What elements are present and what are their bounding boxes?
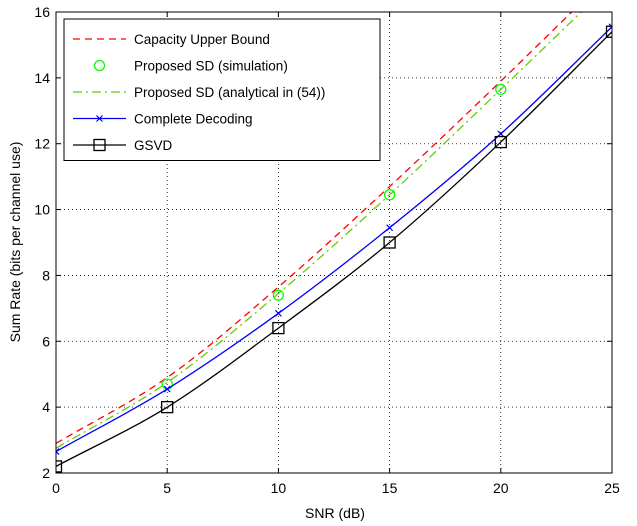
data-point: [274, 309, 282, 317]
y-axis-label: Sum Rate (bits per channel use): [7, 142, 23, 343]
data-point: [605, 25, 612, 38]
data-point: [608, 23, 612, 31]
legend-marker: [93, 59, 106, 72]
y-tick-label: 6: [42, 333, 50, 349]
data-point: [383, 189, 396, 201]
x-tick-label: 15: [382, 480, 398, 496]
x-marker-stroke: [163, 385, 171, 393]
x-axis-label: SNR (dB): [305, 505, 365, 521]
x-marker-stroke: [96, 115, 103, 122]
series-2: [56, 12, 583, 449]
legend-label: Proposed SD (simulation): [134, 59, 288, 74]
x-marker-stroke: [56, 448, 60, 453]
data-point: [161, 400, 174, 414]
series-3: [56, 23, 612, 456]
plot-frame: [55, 11, 613, 474]
x-tick-label: 5: [163, 480, 171, 496]
legend-label: Complete Decoding: [134, 112, 253, 127]
data-point: [272, 321, 285, 335]
legend-marker: [96, 115, 103, 122]
x-marker-stroke: [497, 130, 505, 138]
x-marker-stroke: [386, 224, 394, 232]
data-point: [386, 224, 394, 232]
data-point: [163, 385, 171, 393]
legend: Capacity Upper Bound Proposed SD (simulat…: [63, 18, 381, 161]
data-point: [495, 83, 507, 96]
data-point: [494, 135, 507, 149]
ticks: [55, 11, 613, 474]
x-tick-label: 0: [52, 480, 60, 496]
x-tick-label: 25: [604, 480, 620, 496]
x-marker-stroke: [56, 450, 60, 456]
data-point: [56, 460, 63, 473]
legend-box: [63, 18, 381, 161]
series-line: [56, 12, 583, 449]
legend-label: GSVD: [134, 138, 173, 153]
data-point: [497, 130, 505, 138]
x-marker-stroke: [274, 309, 282, 317]
y-tick-label: 10: [34, 202, 50, 218]
series-line: [56, 26, 612, 453]
legend-label: Capacity Upper Bound: [134, 32, 270, 47]
x-tick-label: 20: [493, 480, 509, 496]
tick-labels: 0 5 10 15 20 25 2 4 6 8 10 12 14 16: [34, 4, 620, 496]
series-line: [56, 31, 612, 467]
y-tick-label: 8: [42, 267, 50, 283]
y-tick-label: 2: [42, 465, 50, 481]
x-tick-label: 10: [271, 480, 287, 496]
data-point: [272, 289, 285, 301]
y-tick-label: 16: [34, 4, 50, 20]
data-point: [383, 236, 396, 249]
x-marker-stroke: [608, 23, 612, 28]
y-tick-label: 12: [34, 136, 50, 152]
legend-marker: [93, 138, 106, 152]
data-point: [56, 448, 60, 456]
series-line: [56, 12, 573, 444]
y-tick-label: 14: [34, 70, 50, 86]
x-marker-stroke: [608, 25, 612, 31]
series-0: [56, 12, 573, 444]
series-4: [56, 25, 612, 473]
y-tick-label: 4: [42, 399, 50, 415]
legend-label: Proposed SD (analytical in (54)): [134, 85, 325, 100]
series-layer: [56, 12, 612, 473]
